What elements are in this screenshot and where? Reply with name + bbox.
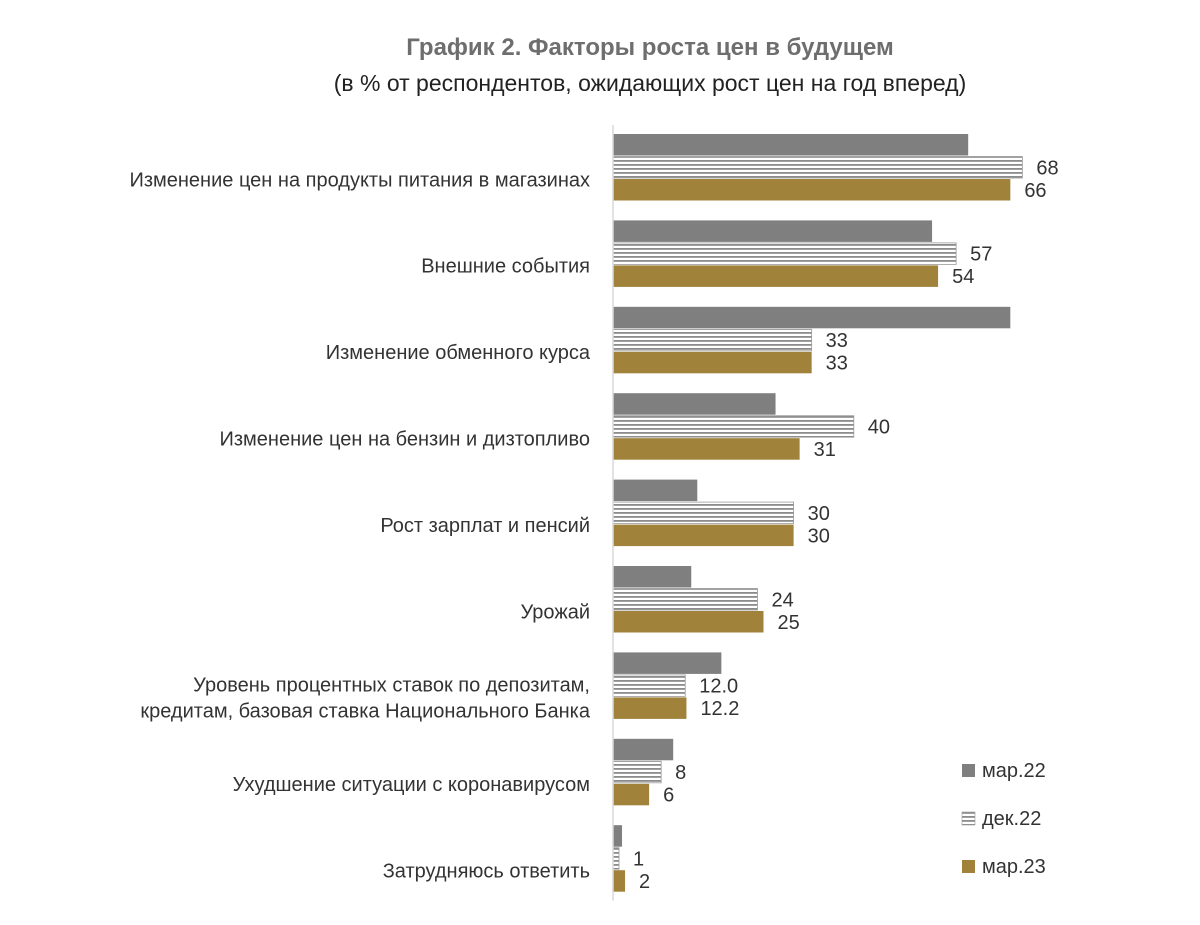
value-label: 30 <box>808 503 830 525</box>
value-label: 33 <box>826 353 848 375</box>
value-label: 8 <box>675 762 686 784</box>
category-label: кредитам, базовая ставка Национального Б… <box>140 701 591 723</box>
category-label: Изменение обменного курса <box>326 342 591 364</box>
category-label: Внешние события <box>421 256 590 278</box>
category-label: Затрудняюсь ответить <box>383 860 590 882</box>
category-label: Уровень процентных ставок по депозитам, <box>193 675 590 697</box>
bar-мар.23 <box>613 351 812 374</box>
bar-мар.23 <box>613 524 794 547</box>
bar-мар.22 <box>613 393 776 415</box>
legend-swatch-мар.23 <box>962 860 975 873</box>
bar-мар.22 <box>613 220 933 242</box>
bar-мар.22 <box>613 738 674 761</box>
bar-мар.23 <box>613 783 650 806</box>
bar-дек.22 <box>612 674 686 697</box>
chart-title: График 2. Факторы роста цен в будущем <box>406 34 894 61</box>
value-label: 2 <box>639 871 650 893</box>
category-label: Урожай <box>520 601 590 623</box>
value-label: 57 <box>970 244 992 266</box>
bar-дек.22 <box>612 156 1023 179</box>
bar-дек.22 <box>612 242 957 265</box>
bar-мар.22 <box>613 566 692 588</box>
bar-дек.22 <box>612 415 855 438</box>
category-label: Изменение цен на бензин и дизтопливо <box>220 428 591 450</box>
category-label: Рост зарплат и пенсий <box>380 515 590 537</box>
legend-label: мар.23 <box>982 856 1046 878</box>
value-label: 12.0 <box>699 676 738 698</box>
value-label: 12.2 <box>700 698 739 720</box>
bar-мар.22 <box>613 134 969 156</box>
bar-мар.22 <box>613 306 1011 329</box>
bar-мар.23 <box>613 870 626 892</box>
bar-мар.23 <box>613 179 1011 201</box>
bar-мар.23 <box>613 697 687 719</box>
value-label: 33 <box>826 330 848 352</box>
category-labels: Изменение цен на продукты питания в мага… <box>129 169 590 882</box>
value-label: 6 <box>663 785 674 807</box>
value-label: 68 <box>1036 157 1058 179</box>
bar-мар.23 <box>613 265 939 287</box>
bar-мар.22 <box>613 825 623 847</box>
bar-дек.22 <box>612 501 795 525</box>
legend-label: дек.22 <box>982 808 1041 830</box>
value-label: 24 <box>771 589 793 611</box>
bar-дек.22 <box>612 760 662 784</box>
bars <box>612 134 1023 892</box>
bar-дек.22 <box>612 847 620 870</box>
value-label: 66 <box>1024 180 1046 202</box>
value-label: 25 <box>778 612 800 634</box>
value-label: 40 <box>868 416 890 438</box>
category-label: Изменение цен на продукты питания в мага… <box>129 169 590 191</box>
bar-дек.22 <box>612 588 758 611</box>
legend: мар.22 дек.22 мар.23 <box>961 760 1046 878</box>
legend-swatch-дек.22 <box>961 811 976 826</box>
bar-мар.23 <box>613 438 800 460</box>
value-label: 31 <box>814 439 836 461</box>
value-label: 30 <box>808 525 830 547</box>
legend-label: мар.22 <box>982 760 1046 782</box>
bar-мар.22 <box>613 652 722 674</box>
bar-мар.23 <box>613 611 764 633</box>
value-label: 54 <box>952 266 974 288</box>
bar-дек.22 <box>612 328 813 352</box>
legend-swatch-мар.22 <box>962 764 975 777</box>
bar-мар.22 <box>613 479 698 502</box>
value-label: 1 <box>633 848 644 870</box>
category-label: Ухудшение ситуации с коронавирусом <box>233 774 590 796</box>
chart-subtitle: (в % от респондентов, ожидающих рост цен… <box>333 70 967 96</box>
